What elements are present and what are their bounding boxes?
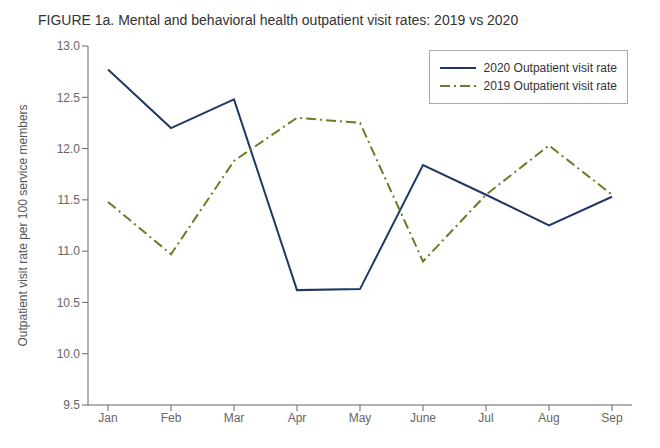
svg-text:10.0: 10.0	[57, 347, 81, 361]
svg-text:Mar: Mar	[224, 411, 245, 425]
svg-text:11.5: 11.5	[58, 193, 81, 207]
svg-text:Apr: Apr	[288, 411, 307, 425]
svg-text:12.5: 12.5	[57, 91, 81, 105]
svg-text:10.5: 10.5	[57, 296, 81, 310]
svg-text:June: June	[410, 411, 436, 425]
svg-text:Jan: Jan	[98, 411, 117, 425]
svg-text:Feb: Feb	[161, 411, 182, 425]
html-text:FIGURE 1a. Mental and behavior: FIGURE 1a. Mental and behavioral health …	[38, 12, 519, 28]
svg-text:11.0: 11.0	[58, 244, 81, 258]
html-text:2020 Outpatient visit rate: 2020 Outpatient visit rate	[483, 61, 617, 75]
svg-text:9.5: 9.5	[63, 398, 80, 412]
svg-text:Jul: Jul	[478, 411, 493, 425]
svg-text:Outpatient visit rate per 100: Outpatient visit rate per 100 service me…	[16, 104, 30, 346]
svg-text:Aug: Aug	[538, 411, 559, 425]
html-text:2019 Outpatient visit rate: 2019 Outpatient visit rate	[483, 79, 617, 93]
svg-text:13.0: 13.0	[57, 39, 81, 53]
svg-text:Sep: Sep	[601, 411, 623, 425]
svg-text:May: May	[349, 411, 372, 425]
svg-text:12.0: 12.0	[57, 142, 81, 156]
